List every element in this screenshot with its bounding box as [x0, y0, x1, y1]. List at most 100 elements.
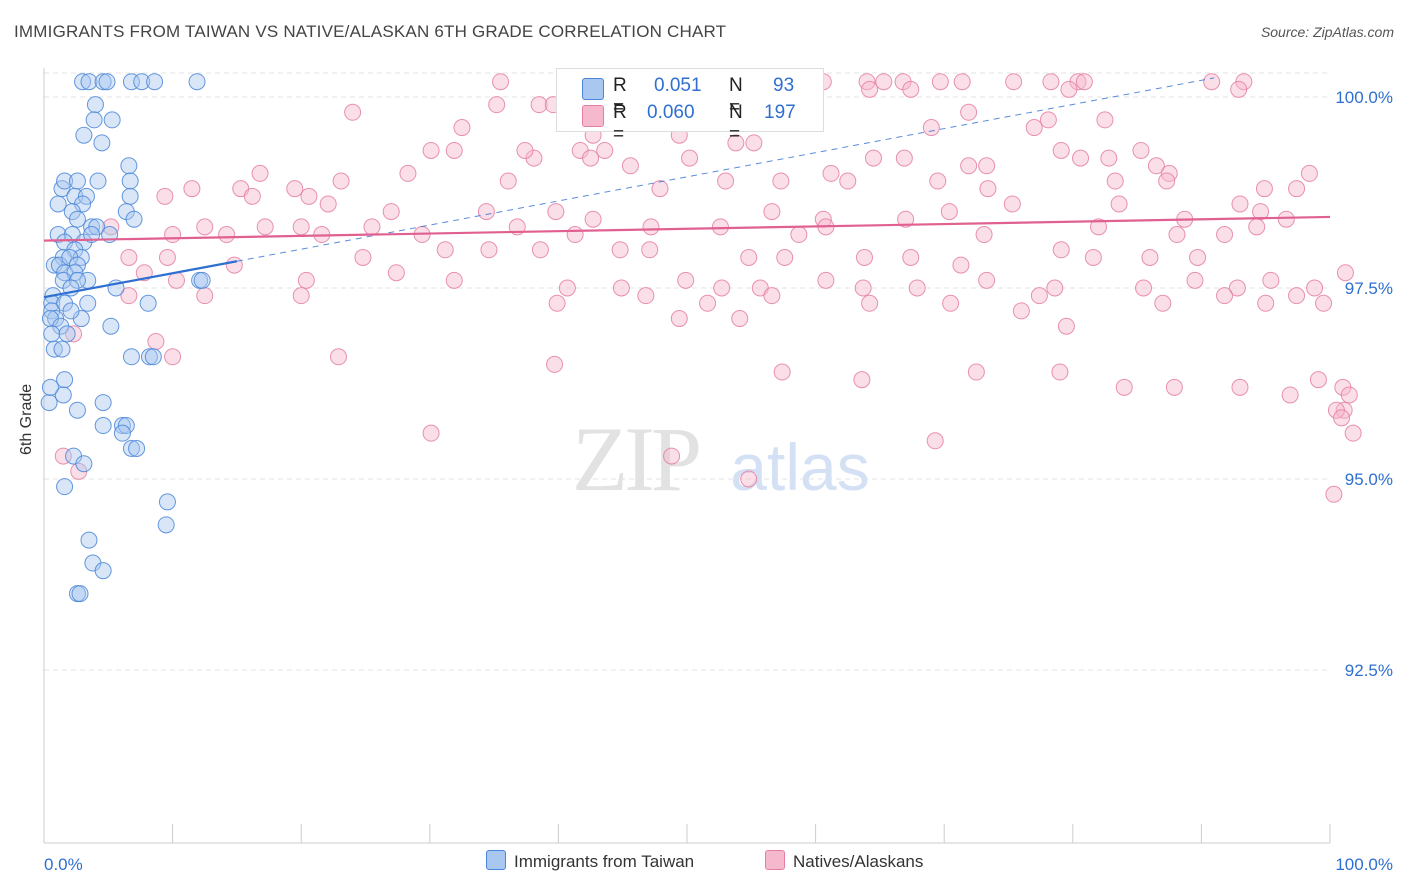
- data-point-natives: [1154, 294, 1172, 312]
- data-point-taiwan: [62, 302, 80, 320]
- data-point-natives: [773, 363, 791, 381]
- stats-r-label: R =: [613, 75, 627, 118]
- data-point-taiwan: [40, 394, 58, 412]
- data-point-taiwan: [113, 424, 131, 442]
- y-axis-label: 6th Grade: [18, 383, 35, 455]
- data-point-natives: [1255, 180, 1273, 198]
- data-point-natives: [875, 73, 893, 91]
- data-point-taiwan: [98, 73, 116, 91]
- legend-item-natives[interactable]: Natives/Alaskans: [765, 850, 923, 872]
- data-point-natives: [1168, 226, 1186, 244]
- data-point-natives: [1230, 80, 1248, 98]
- data-point-natives: [727, 134, 745, 152]
- data-point-taiwan: [79, 294, 97, 312]
- data-point-natives: [926, 432, 944, 450]
- data-point-natives: [1060, 80, 1078, 98]
- data-point-natives: [1075, 73, 1093, 91]
- data-point-natives: [1340, 386, 1358, 404]
- data-point-taiwan: [75, 455, 93, 473]
- data-point-natives: [65, 325, 83, 343]
- data-point-taiwan: [41, 378, 59, 396]
- data-point-taiwan: [93, 134, 111, 152]
- data-point-natives: [864, 149, 882, 167]
- data-point-natives: [861, 294, 879, 312]
- data-point-natives: [499, 172, 517, 190]
- data-point-natives: [978, 157, 996, 175]
- data-point-taiwan: [103, 111, 121, 129]
- data-point-taiwan: [121, 187, 139, 205]
- stats-r-label: R =: [613, 102, 627, 145]
- legend-label-taiwan: Immigrants from Taiwan: [514, 852, 695, 871]
- data-point-natives: [445, 271, 463, 289]
- data-point-natives: [1248, 218, 1266, 236]
- data-point-natives: [1052, 141, 1070, 159]
- data-point-natives: [1288, 287, 1306, 305]
- data-point-natives: [1132, 141, 1150, 159]
- data-point-natives: [861, 80, 879, 98]
- data-point-taiwan: [144, 348, 162, 366]
- data-point-natives: [329, 348, 347, 366]
- data-point-natives: [164, 226, 182, 244]
- data-point-natives: [1231, 378, 1249, 396]
- data-point-taiwan: [122, 439, 140, 457]
- data-point-natives: [713, 279, 731, 297]
- data-point-natives: [387, 264, 405, 282]
- data-point-natives: [1281, 386, 1299, 404]
- data-point-natives: [1003, 195, 1021, 213]
- data-point-natives: [1100, 149, 1118, 167]
- data-point-taiwan: [56, 371, 74, 389]
- data-point-taiwan: [56, 478, 74, 496]
- data-point-taiwan: [83, 226, 101, 244]
- data-point-natives: [363, 218, 381, 236]
- data-point-natives: [854, 279, 872, 297]
- data-point-natives: [1306, 279, 1324, 297]
- data-point-natives: [978, 271, 996, 289]
- data-point-natives: [1333, 409, 1351, 427]
- data-point-natives: [1090, 218, 1108, 236]
- data-point-natives: [975, 226, 993, 244]
- data-point-natives: [445, 141, 463, 159]
- data-point-natives: [1336, 264, 1354, 282]
- data-point-natives: [399, 164, 417, 182]
- data-point-natives: [243, 187, 261, 205]
- data-point-natives: [1141, 248, 1159, 266]
- data-point-natives: [740, 248, 758, 266]
- legend-item-taiwan[interactable]: Immigrants from Taiwan: [486, 850, 694, 872]
- data-point-natives: [1030, 287, 1048, 305]
- data-point-natives: [699, 294, 717, 312]
- data-point-natives: [908, 279, 926, 297]
- data-point-natives: [292, 218, 310, 236]
- data-point-natives: [763, 287, 781, 305]
- data-point-taiwan: [86, 96, 104, 114]
- data-point-taiwan: [94, 417, 112, 435]
- stats-r-value: 0.060: [647, 102, 695, 123]
- data-point-natives: [1189, 248, 1207, 266]
- data-point-natives: [167, 271, 185, 289]
- data-point-natives: [740, 470, 758, 488]
- stats-swatch-taiwan: [582, 78, 604, 100]
- data-point-natives: [120, 248, 138, 266]
- data-point-natives: [319, 195, 337, 213]
- data-point-natives: [677, 271, 695, 289]
- data-point-natives: [1052, 241, 1070, 259]
- y-tick-label: 92.5%: [1345, 661, 1393, 680]
- data-point-natives: [1106, 172, 1124, 190]
- source-credit: Source: ZipAtlas.com: [1260, 24, 1394, 40]
- watermark-zip: ZIP: [572, 408, 699, 510]
- legend-label-natives: Natives/Alaskans: [793, 852, 924, 871]
- x-tick-label: 100.0%: [1335, 855, 1393, 874]
- x-tick-label: 0.0%: [44, 855, 83, 874]
- data-point-natives: [940, 203, 958, 221]
- data-point-natives: [839, 172, 857, 190]
- data-point-taiwan: [71, 585, 89, 603]
- data-point-taiwan: [102, 317, 120, 335]
- data-point-natives: [1186, 271, 1204, 289]
- data-point-natives: [548, 294, 566, 312]
- data-point-natives: [164, 348, 182, 366]
- data-point-taiwan: [158, 493, 176, 511]
- data-point-taiwan: [68, 210, 86, 228]
- data-point-natives: [558, 279, 576, 297]
- data-point-natives: [256, 218, 274, 236]
- data-point-taiwan: [140, 348, 158, 366]
- data-point-taiwan: [49, 195, 67, 213]
